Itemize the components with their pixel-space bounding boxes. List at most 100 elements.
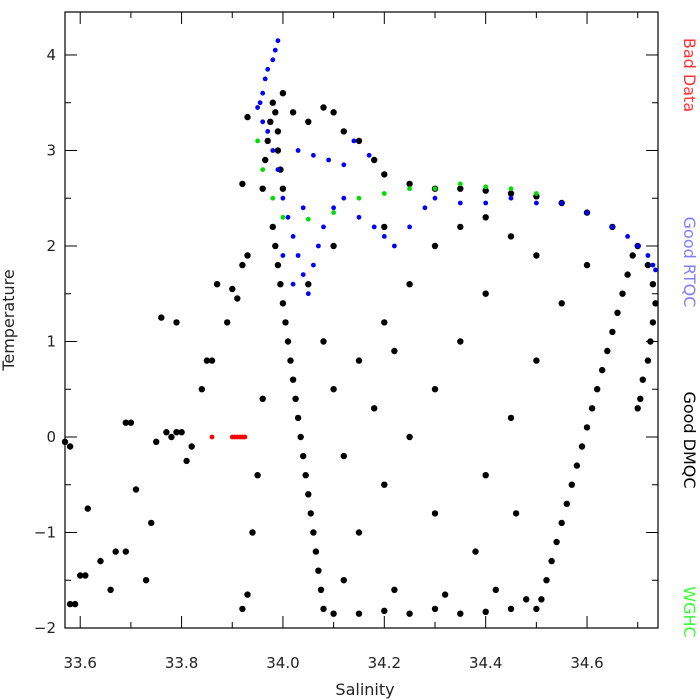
legend-label: Good DMQC <box>680 391 699 488</box>
data-point <box>614 309 621 316</box>
data-point <box>351 138 357 144</box>
data-point <box>482 472 489 479</box>
data-point <box>588 405 596 412</box>
data-point <box>533 252 540 259</box>
data-point <box>274 147 282 154</box>
data-point <box>272 47 278 53</box>
axis-ticks <box>65 12 658 629</box>
data-point <box>320 338 327 345</box>
data-point <box>84 505 92 512</box>
data-point <box>279 185 287 192</box>
data-point <box>307 510 314 517</box>
data-point <box>239 261 246 269</box>
data-point <box>533 357 540 364</box>
data-point <box>311 262 316 268</box>
data-point <box>482 214 489 221</box>
data-point <box>208 357 216 364</box>
data-point <box>173 319 180 326</box>
data-point <box>274 128 282 135</box>
data-point <box>330 610 337 617</box>
data-point <box>543 577 550 584</box>
data-point <box>483 200 489 206</box>
data-point <box>290 234 296 239</box>
data-point <box>317 586 325 593</box>
data-point <box>406 180 413 188</box>
data-point <box>604 347 611 355</box>
data-point <box>653 267 658 273</box>
data-point <box>371 405 378 412</box>
data-point <box>406 610 413 617</box>
data-point <box>122 548 129 555</box>
data-point <box>583 261 591 269</box>
data-point <box>512 510 520 517</box>
data-point <box>260 167 266 173</box>
data-point <box>355 357 363 364</box>
data-point <box>320 104 327 111</box>
data-point <box>652 300 659 307</box>
data-point <box>457 223 464 231</box>
data-point <box>558 300 565 307</box>
data-point <box>371 156 378 164</box>
x-tick-label: 34.2 <box>368 654 401 672</box>
data-point <box>315 567 322 574</box>
data-point <box>355 137 363 145</box>
plot-frame <box>64 11 659 629</box>
data-point <box>292 395 299 402</box>
data-point <box>431 386 439 393</box>
data-point <box>198 386 205 393</box>
data-point <box>563 500 570 507</box>
data-point <box>457 338 464 345</box>
data-point <box>305 281 312 288</box>
data-point <box>629 252 636 259</box>
y-axis-title: Temperature <box>0 269 18 371</box>
y-tick-label: −2 <box>34 619 56 637</box>
data-point <box>371 224 377 230</box>
scatter-points <box>61 38 659 617</box>
data-point <box>340 452 347 460</box>
data-point <box>107 586 114 593</box>
data-point <box>431 242 439 250</box>
data-point <box>381 171 388 178</box>
data-point <box>310 529 317 536</box>
data-point <box>381 319 388 326</box>
data-point <box>270 57 276 63</box>
data-point <box>644 261 652 269</box>
data-point <box>290 281 296 287</box>
data-point <box>183 457 190 465</box>
data-point <box>275 38 281 44</box>
data-point <box>472 548 479 555</box>
data-point <box>321 224 326 230</box>
data-point <box>285 214 291 220</box>
data-point <box>482 187 489 194</box>
data-point <box>148 519 155 527</box>
data-point <box>422 205 428 211</box>
data-point <box>178 429 185 436</box>
data-point <box>277 281 284 288</box>
data-point <box>644 357 652 364</box>
data-point <box>639 376 646 383</box>
data-point <box>122 419 129 426</box>
data-point <box>599 366 606 374</box>
data-point <box>330 242 337 250</box>
data-point <box>279 300 287 307</box>
data-point <box>259 185 266 192</box>
data-point <box>533 605 540 613</box>
data-point <box>297 433 304 441</box>
legend-label: Good RTQC <box>680 217 699 308</box>
data-point <box>392 243 397 249</box>
data-point <box>269 99 276 106</box>
data-point <box>287 357 294 364</box>
data-point <box>274 261 282 269</box>
data-point <box>366 152 372 158</box>
data-point <box>260 119 266 125</box>
data-point <box>534 200 539 206</box>
y-tick-label: 2 <box>46 237 56 255</box>
data-point <box>262 76 268 82</box>
data-point <box>158 314 165 321</box>
data-point <box>275 167 281 173</box>
data-point <box>381 481 388 488</box>
data-point <box>305 291 311 297</box>
data-point <box>391 347 398 355</box>
data-point <box>559 200 565 206</box>
